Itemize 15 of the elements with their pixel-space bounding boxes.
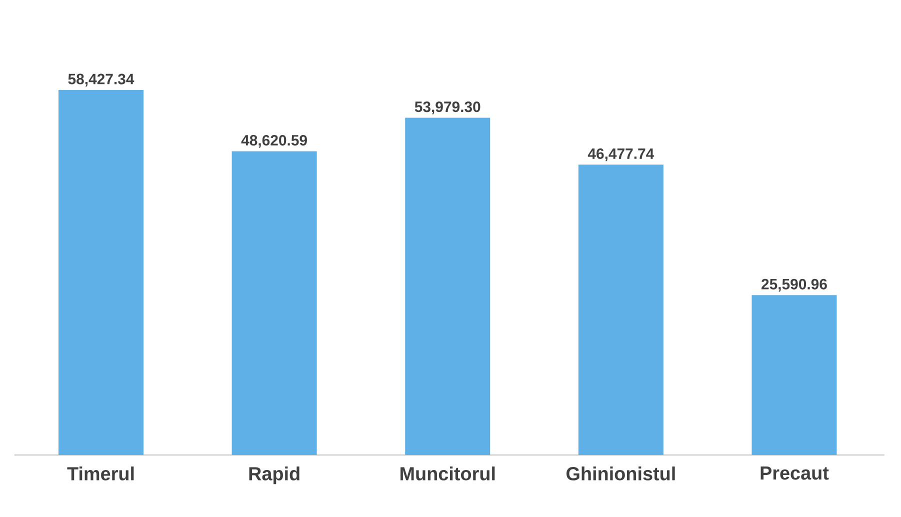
x-tick-label: Muncitorul	[400, 466, 495, 480]
x-tick-label: Timerul	[67, 466, 134, 480]
data-label: 48,620.59	[241, 134, 307, 148]
bar	[405, 118, 490, 455]
x-tick-label: Rapid	[249, 466, 300, 484]
data-label: 53,979.30	[414, 102, 480, 114]
data-label: 46,477.74	[588, 148, 654, 162]
data-label: 25,590.96	[762, 278, 827, 292]
bar	[752, 295, 837, 455]
bar	[578, 164, 664, 455]
bar	[232, 151, 317, 455]
x-tick-label: Ghinionistul	[566, 466, 675, 480]
data-label: 58,427.34	[68, 74, 134, 86]
x-tick-label: Precaut	[760, 466, 829, 480]
bar	[58, 90, 144, 455]
